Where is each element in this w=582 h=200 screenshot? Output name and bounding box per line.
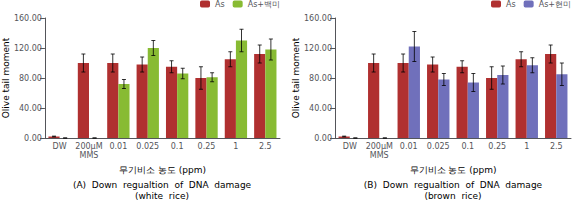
svg-text:0.25: 0.25 [488, 142, 506, 151]
svg-text:As+현미: As+현미 [539, 0, 571, 9]
svg-text:As: As [215, 0, 225, 9]
svg-text:MMS: MMS [80, 151, 99, 160]
svg-text:160.00: 160.00 [304, 14, 332, 23]
svg-text:DW: DW [53, 142, 67, 151]
svg-text:2.5: 2.5 [259, 142, 272, 151]
svg-text:160.00: 160.00 [14, 14, 42, 23]
svg-text:Olive tail moment: Olive tail moment [291, 37, 301, 118]
svg-text:0.025: 0.025 [427, 142, 450, 151]
svg-text:1: 1 [524, 142, 529, 151]
svg-text:120.00: 120.00 [304, 44, 332, 53]
svg-text:0.01: 0.01 [109, 142, 127, 151]
svg-text:80.00: 80.00 [19, 74, 42, 83]
svg-text:200μM: 200μM [75, 142, 102, 151]
svg-text:DW: DW [343, 142, 357, 151]
svg-text:무기비소 농도 (ppm): 무기비소 농도 (ppm) [119, 165, 206, 175]
svg-text:(A) Down regualtion of DNA: (A) Down regualtion of DNA damage [73, 180, 252, 190]
svg-text:2.5: 2.5 [550, 142, 563, 151]
svg-text:40.00: 40.00 [19, 104, 42, 113]
svg-text:무기비소 농도 (ppm): 무기비소 농도 (ppm) [410, 165, 497, 175]
svg-text:0.025: 0.025 [136, 142, 159, 151]
svg-text:As+백미: As+백미 [248, 0, 280, 9]
svg-text:(brown rice): (brown rice) [424, 191, 481, 200]
svg-text:(B) Down regualtion of DNA: (B) Down regualtion of DNA damage [364, 180, 543, 190]
svg-text:MMS: MMS [370, 151, 389, 160]
svg-text:As: As [506, 0, 516, 9]
svg-text:0.1: 0.1 [171, 142, 184, 151]
svg-text:40.00: 40.00 [309, 104, 332, 113]
svg-text:0.1: 0.1 [461, 142, 474, 151]
svg-text:Olive tail moment: Olive tail moment [1, 37, 11, 118]
svg-text:200μM: 200μM [366, 142, 393, 151]
svg-text:120.00: 120.00 [14, 44, 42, 53]
svg-text:0.01: 0.01 [400, 142, 418, 151]
svg-text:0.25: 0.25 [198, 142, 216, 151]
svg-text:0.00: 0.00 [314, 134, 332, 143]
svg-text:1: 1 [233, 142, 238, 151]
svg-text:80.00: 80.00 [309, 74, 332, 83]
svg-text:0.00: 0.00 [24, 134, 42, 143]
svg-text:(white rice): (white rice) [135, 191, 189, 200]
